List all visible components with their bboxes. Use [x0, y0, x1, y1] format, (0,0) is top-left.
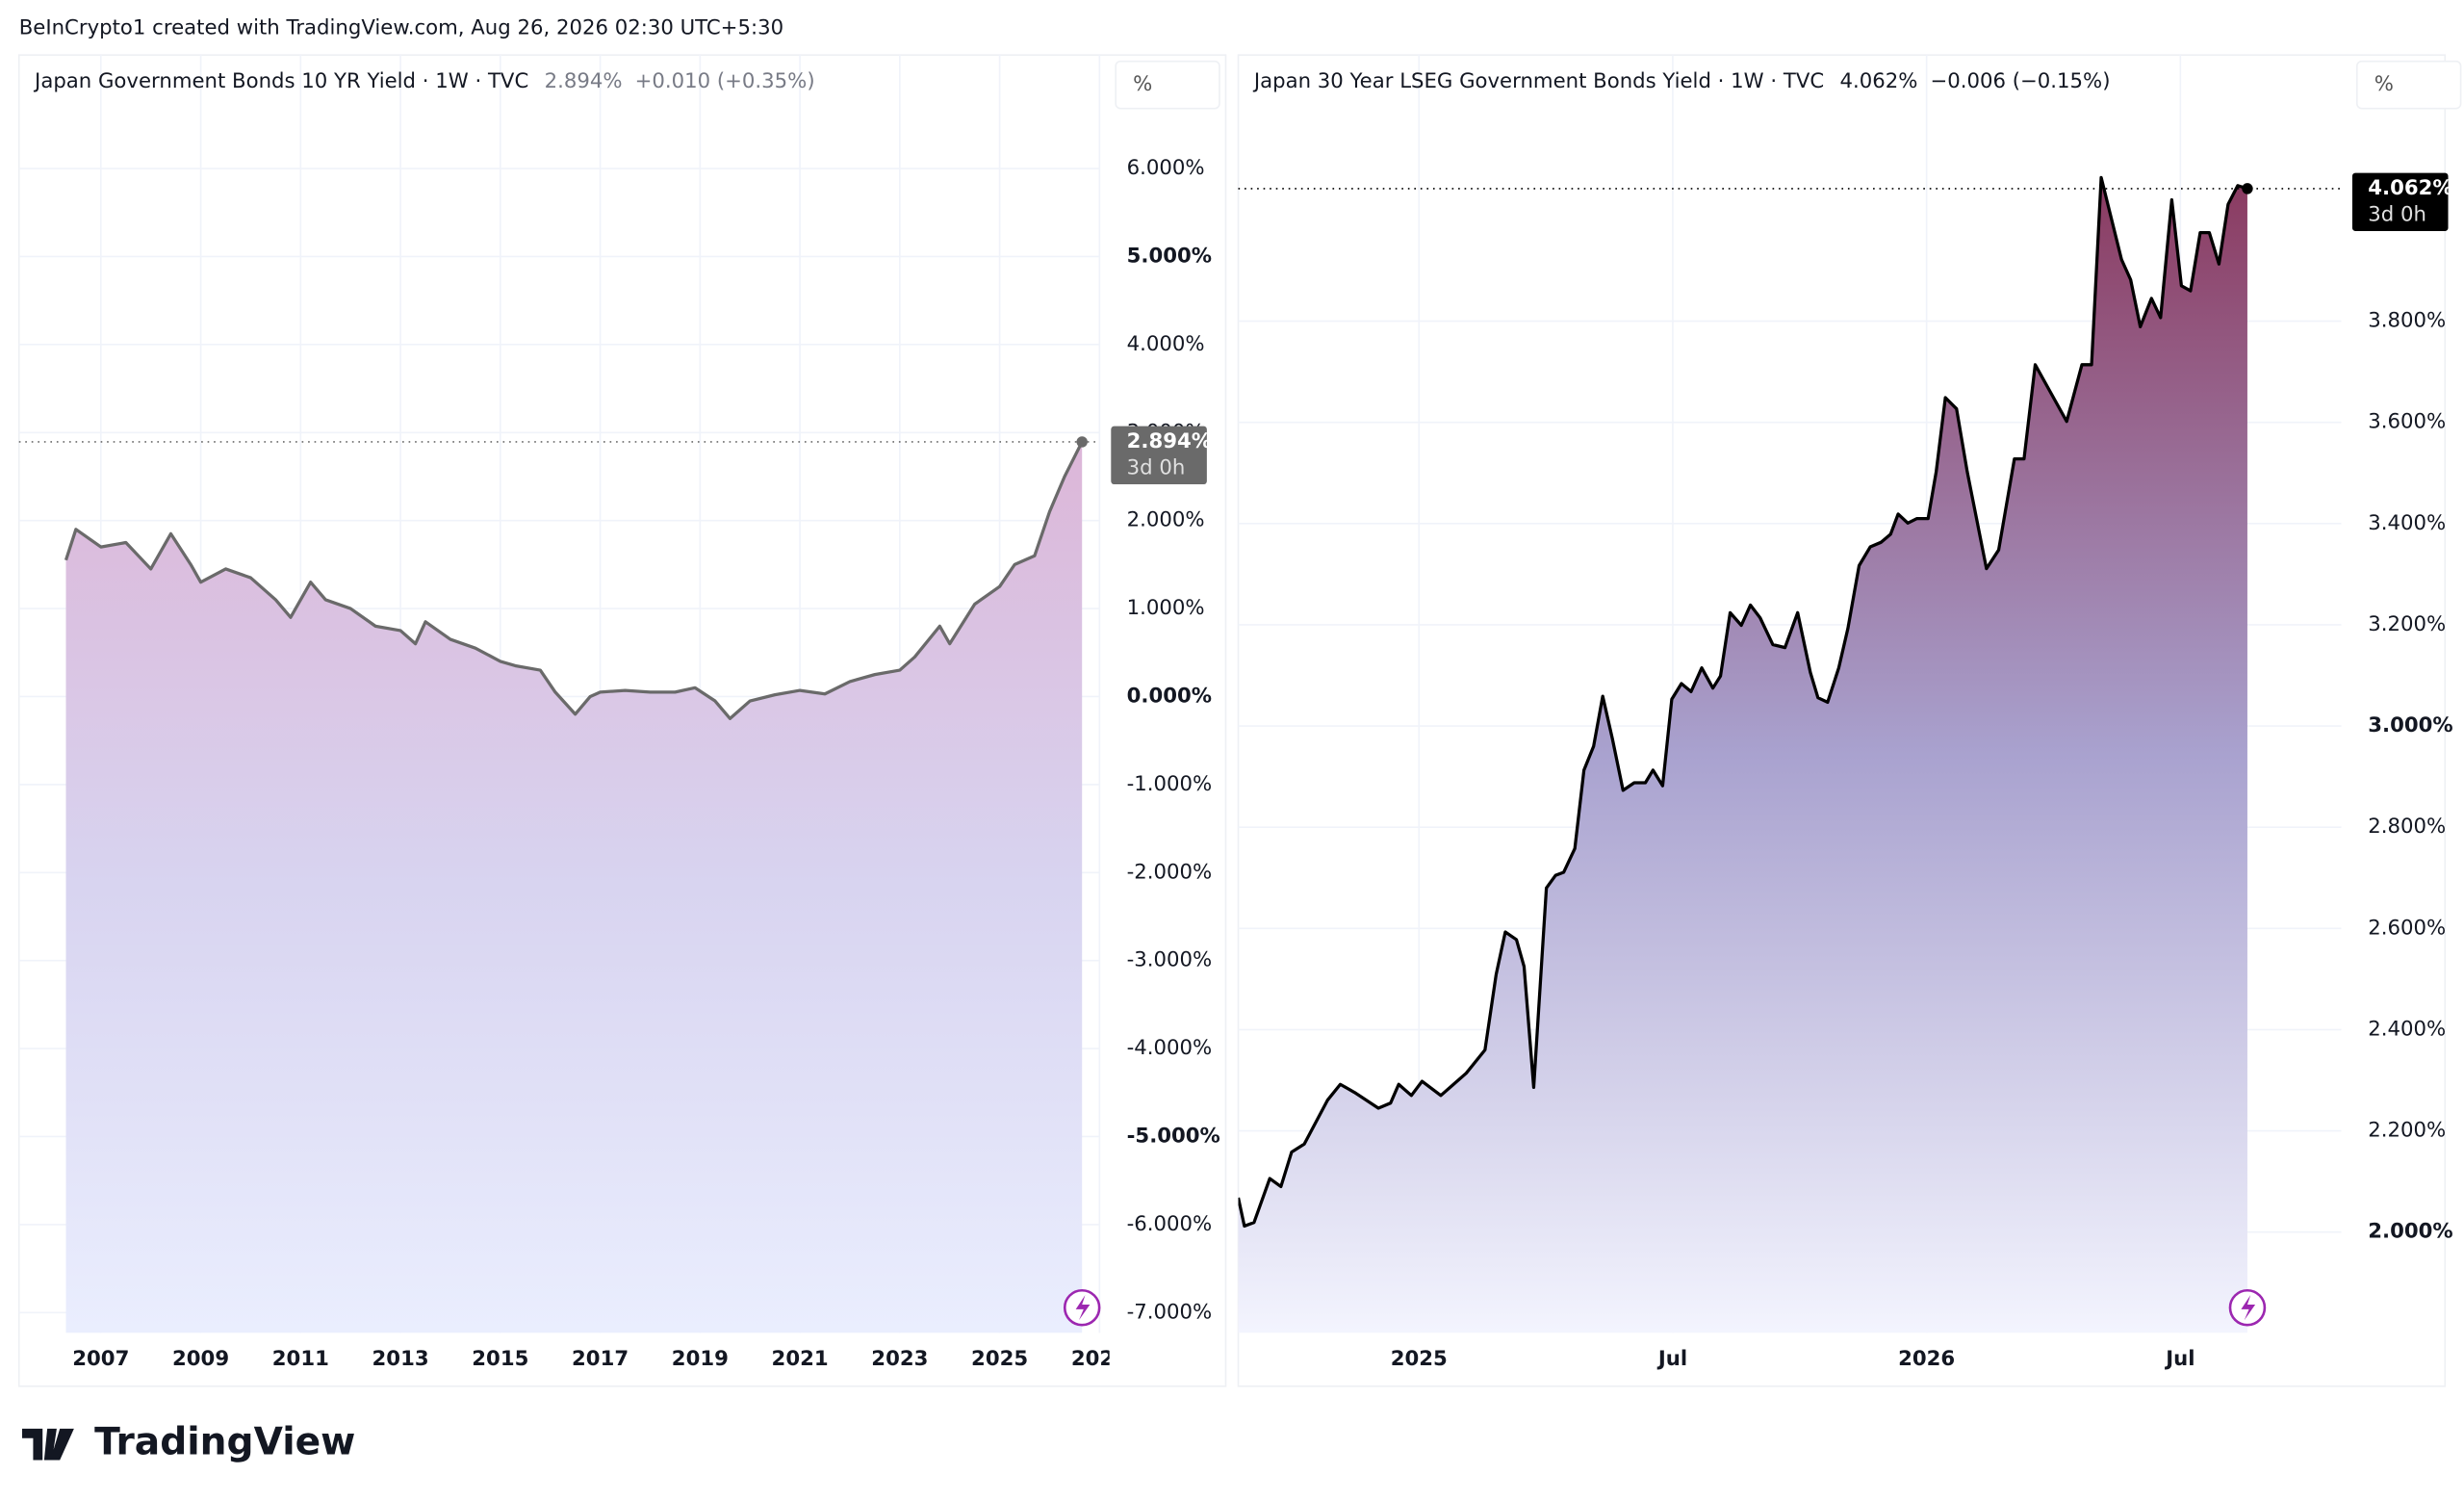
countdown: 3d 0h: [2368, 203, 2426, 227]
y-tick-label: 2.200%: [2368, 1119, 2446, 1143]
line: [1238, 175, 2248, 1229]
x-tick-label: 2025: [971, 1347, 1028, 1371]
y-tick-label: -6.000%: [1127, 1212, 1213, 1236]
y-tick-label: 2.400%: [2368, 1017, 2446, 1041]
y-tick-label: 2.800%: [2368, 815, 2446, 839]
area-fill: [65, 441, 1083, 1333]
y-tick-label: -2.000%: [1127, 860, 1213, 884]
x-tick-label: 2026: [1898, 1347, 1955, 1371]
y-tick-label: -7.000%: [1127, 1300, 1213, 1324]
y-tick-label: 3.000%: [2368, 713, 2452, 738]
countdown: 3d 0h: [1127, 456, 1186, 480]
last-price: 4.062%: [1839, 69, 1917, 93]
y-tick-label: 3.800%: [2368, 309, 2446, 333]
y-tick-label: 4.000%: [1127, 332, 1205, 356]
y-tick-label: 2.600%: [2368, 916, 2446, 940]
y-tick-label: -5.000%: [1127, 1124, 1220, 1148]
y-tick-label: 3.600%: [2368, 410, 2446, 434]
y-tick-label: -4.000%: [1127, 1036, 1213, 1060]
last-point: [1076, 436, 1088, 448]
price-tag: [2351, 172, 2449, 231]
chart-title: Japan Government Bonds 10 YR Yield · 1W …: [33, 69, 528, 93]
y-tick-label: -3.000%: [1127, 948, 1213, 972]
unit: %: [1133, 72, 1152, 96]
y-tick-label: 0.000%: [1127, 684, 1212, 708]
x-tick-label: 2021: [772, 1347, 829, 1371]
y-tick-label: 1.000%: [1127, 596, 1205, 620]
price-tag-value: 4.062%: [2368, 176, 2452, 200]
chart-title: Japan 30 Year LSEG Government Bonds Yiel…: [1252, 69, 1824, 93]
price-tag: [1111, 426, 1207, 485]
bolt: [2241, 1295, 2256, 1321]
last-price: 2.894%: [545, 69, 623, 93]
line: [64, 441, 1084, 720]
y-tick-label: 5.000%: [1127, 244, 1212, 268]
y-tick-label: 3.200%: [2368, 612, 2446, 636]
change: −0.006 (−0.15%): [1930, 69, 2110, 93]
y-tick-label: 3.400%: [2368, 511, 2446, 535]
area-fill: [1238, 177, 2247, 1333]
x-tick-label: 2013: [372, 1347, 429, 1371]
x-tick-label: 2019: [672, 1347, 729, 1371]
x-tick-label: Jul: [2164, 1347, 2194, 1371]
y-tick-label: 6.000%: [1127, 156, 1205, 180]
price-tag-value: 2.894%: [1127, 429, 1212, 453]
x-tick-label: 2015: [472, 1347, 528, 1371]
brand: TradingView: [94, 1421, 355, 1464]
panel: [1237, 54, 2447, 1387]
x-tick-label: 2017: [572, 1347, 629, 1371]
last-point: [2242, 183, 2253, 194]
x-tick-label: 2011: [272, 1347, 329, 1371]
unit: %: [2374, 72, 2394, 96]
y-tick-label: 2.000%: [1127, 508, 1205, 532]
credit: BeInCrypto1 created with TradingView.com…: [19, 15, 783, 39]
x-tick-label: 2025: [1391, 1347, 1448, 1371]
change: +0.010 (+0.35%): [635, 69, 815, 93]
x-tick-label: 2007: [72, 1347, 129, 1371]
y-tick-label: 2.000%: [2368, 1220, 2452, 1244]
bolt: [1075, 1295, 1091, 1321]
unit-button: [2356, 60, 2462, 110]
y-tick-label: -1.000%: [1127, 772, 1213, 796]
x-tick-label: Jul: [1656, 1347, 1687, 1371]
x-tick-label: 2009: [172, 1347, 229, 1371]
x-tick-label: 2023: [871, 1347, 928, 1371]
unit-button: [1115, 60, 1220, 110]
panel: [17, 54, 1227, 1387]
brand-logo: [22, 1428, 74, 1461]
x-tick-label: 2027: [1071, 1347, 1128, 1371]
